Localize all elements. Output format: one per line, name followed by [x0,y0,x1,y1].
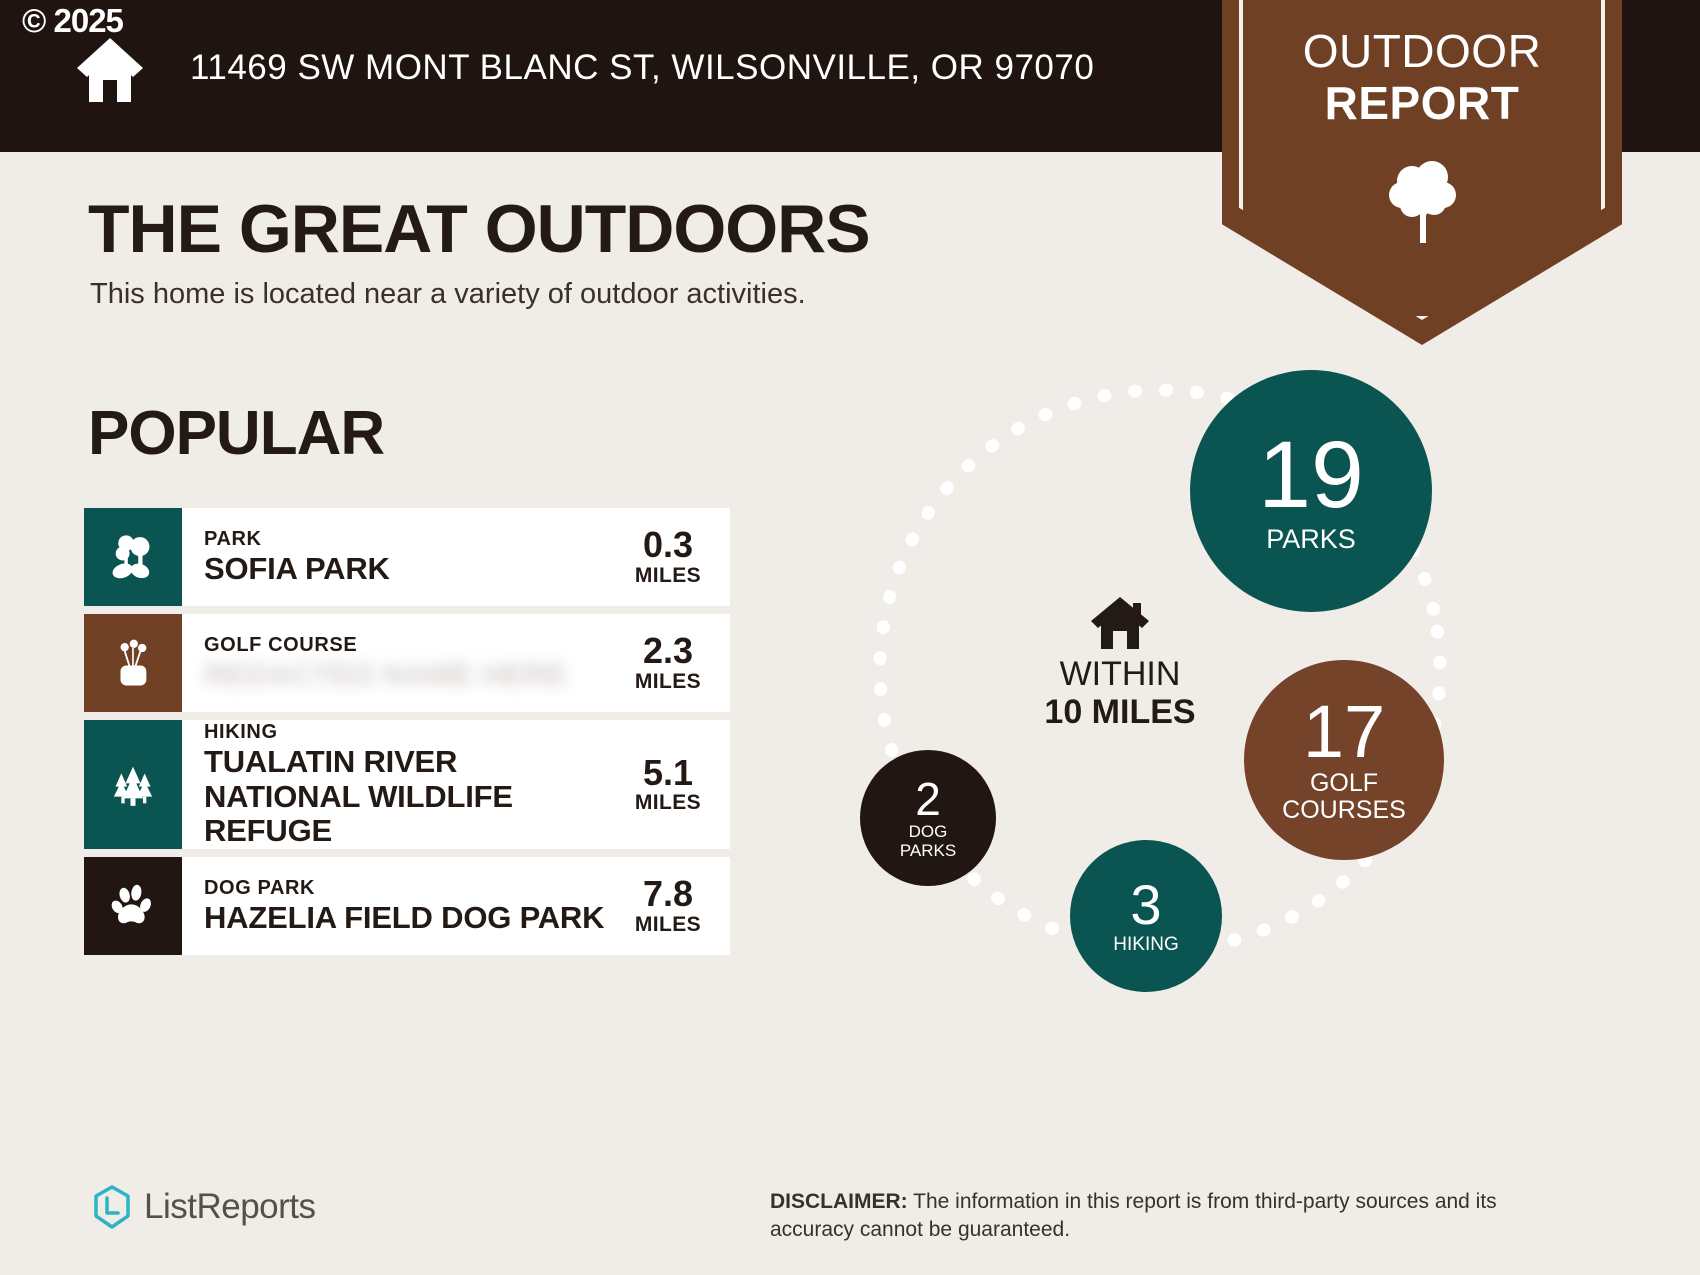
distance-value: 0.3 [642,524,694,566]
list-item-category: HIKING [204,721,278,743]
bubble-parks[interactable]: 19 PARKS [1190,370,1432,612]
list-item-distance: 5.1 MILES [616,751,726,816]
copyright-text: © 2025 [22,2,124,39]
popular-heading: POPULAR [88,399,385,468]
list-item-body: HIKING TUALATIN RIVER NATIONAL WILDLIFE … [182,720,730,849]
within-10-miles-diagram: 19 PARKS 17 GOLF COURSES 3 HIKING 2 DOG … [840,350,1480,1010]
center-label-line2: 10 MILES [1044,693,1196,732]
bubble-dog-value: 2 [915,773,941,826]
golf-bag-icon [84,614,182,712]
badge-title: OUTDOOR REPORT [1222,28,1622,126]
property-address: 11469 SW MONT BLANC ST, WILSONVILLE, OR … [190,48,1095,87]
distance-unit: MILES [634,791,702,815]
list-item-body: GOLF COURSE REDACTED NAME HERE 2.3 MILES [182,614,730,712]
bubble-hiking-value: 3 [1130,872,1162,936]
bubble-dog-label-line2: PARKS [899,840,957,860]
badge-title-line2: REPORT [1324,77,1520,129]
list-item-category: GOLF COURSE [204,634,358,657]
bubble-hiking[interactable]: 3 HIKING [1070,840,1222,992]
pine-trees-icon [84,720,182,850]
bubble-parks-value: 19 [1258,421,1364,528]
distance-unit: MILES [634,563,702,587]
list-item-category: PARK [204,528,262,551]
list-item-text: PARK SOFIA PARK [204,527,616,587]
park-trees-icon [84,508,182,606]
list-item-distance: 0.3 MILES [616,526,726,588]
list-item-category: DOG PARK [204,877,316,900]
distance-value: 7.8 [642,873,694,915]
list-item[interactable]: HIKING TUALATIN RIVER NATIONAL WILDLIFE … [84,720,730,850]
list-item[interactable]: PARK SOFIA PARK 0.3 MILES [84,508,730,606]
bubble-hiking-label: HIKING [1113,933,1179,955]
distance-unit: MILES [634,669,702,693]
bubble-golf-label-line1: GOLF [1309,768,1379,797]
diagram-center-label: WITHIN 10 MILES [1000,595,1240,731]
distance-value: 2.3 [642,630,694,672]
distance-value: 5.1 [642,751,694,793]
badge-title-line1: OUTDOOR [1302,25,1542,77]
home-icon [75,36,145,104]
badge-inner-outline [1239,0,1605,320]
listreports-logo-icon [92,1185,132,1229]
distance-unit: MILES [634,913,702,937]
list-item-text: GOLF COURSE REDACTED NAME HERE [204,633,616,693]
list-item-name: SOFIA PARK [204,551,390,587]
bubble-golf-courses[interactable]: 17 GOLF COURSES [1244,660,1444,860]
bubble-dog-label-line1: DOG [908,822,948,842]
listreports-logo-text: ListReports [144,1187,316,1226]
bubble-dog-parks[interactable]: 2 DOG PARKS [860,750,996,886]
list-item-text: HIKING TUALATIN RIVER NATIONAL WILDLIFE … [204,720,616,849]
bubble-parks-label: PARKS [1266,523,1356,554]
outdoor-report-badge: OUTDOOR REPORT [1222,0,1622,345]
page-title: THE GREAT OUTDOORS [88,191,871,267]
listreports-logo[interactable]: ListReports [92,1185,316,1229]
list-item[interactable]: GOLF COURSE REDACTED NAME HERE 2.3 MILES [84,614,730,712]
list-item[interactable]: DOG PARK HAZELIA FIELD DOG PARK 7.8 MILE… [84,857,730,956]
list-item-name: HAZELIA FIELD DOG PARK [204,900,605,936]
center-label-line1: WITHIN [1059,655,1181,693]
list-item-name: TUALATIN RIVER NATIONAL WILDLIFE REFUGE [204,744,513,849]
list-item-body: PARK SOFIA PARK 0.3 MILES [182,508,730,606]
page-subtitle: This home is located near a variety of o… [90,278,806,310]
home-icon [1089,595,1151,651]
list-item-distance: 7.8 MILES [616,875,726,937]
bubble-golf-label-line2: COURSES [1282,796,1406,825]
disclaimer: DISCLAIMER: The information in this repo… [770,1188,1570,1245]
bubble-golf-value: 17 [1302,690,1386,774]
paw-icon [84,857,182,956]
list-item-text: DOG PARK HAZELIA FIELD DOG PARK [204,876,616,936]
popular-list: PARK SOFIA PARK 0.3 MILES GOLF CO [84,508,730,963]
list-item-name-redacted: REDACTED NAME HERE [204,657,568,693]
list-item-distance: 2.3 MILES [616,632,726,694]
list-item-body: DOG PARK HAZELIA FIELD DOG PARK 7.8 MILE… [182,857,730,955]
disclaimer-text: The information in this report is from t… [770,1190,1497,1242]
tree-icon [1388,155,1458,245]
disclaimer-label: DISCLAIMER: [770,1190,908,1213]
